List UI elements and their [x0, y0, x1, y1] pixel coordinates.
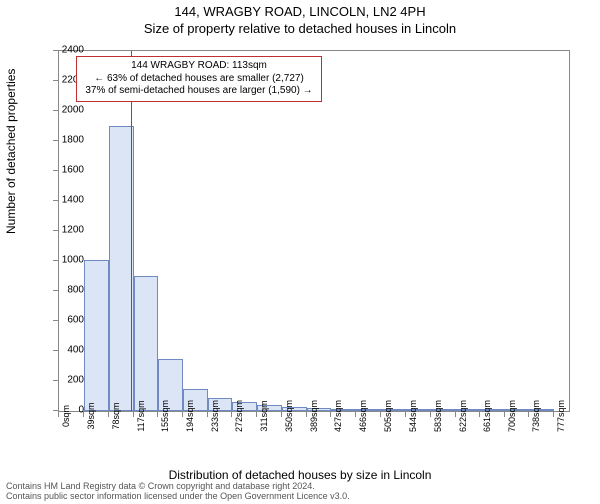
x-tick-label: 350sqm: [284, 400, 294, 432]
x-tick-mark: [133, 412, 134, 417]
annotation-line2: ← 63% of detached houses are smaller (2,…: [83, 73, 315, 86]
y-tick-label: 1400: [58, 195, 84, 206]
y-axis-label: Number of detached properties: [4, 69, 18, 234]
y-tick-label: 1200: [58, 225, 84, 236]
x-tick-label: 78sqm: [111, 402, 121, 429]
x-tick-label: 233sqm: [210, 400, 220, 432]
annotation-box: 144 WRAGBY ROAD: 113sqm ← 63% of detache…: [76, 56, 322, 102]
histogram-bar: [84, 260, 109, 412]
y-tick-label: 1800: [58, 135, 84, 146]
y-tick-mark: [53, 410, 58, 411]
x-tick-mark: [330, 412, 331, 417]
x-tick-mark: [157, 412, 158, 417]
y-tick-label: 400: [58, 345, 84, 356]
x-tick-label: 311sqm: [259, 400, 269, 431]
y-tick-label: 1000: [58, 255, 84, 266]
histogram-plot-area: [58, 50, 570, 412]
x-tick-label: 777sqm: [556, 400, 566, 432]
y-tick-label: 600: [58, 315, 84, 326]
x-tick-mark: [58, 412, 59, 417]
y-tick-label: 2400: [58, 45, 84, 56]
x-tick-mark: [528, 412, 529, 417]
y-tick-mark: [53, 50, 58, 51]
x-tick-mark: [207, 412, 208, 417]
y-tick-mark: [53, 110, 58, 111]
y-tick-mark: [53, 170, 58, 171]
x-tick-mark: [380, 412, 381, 417]
x-tick-mark: [231, 412, 232, 417]
y-tick-mark: [53, 320, 58, 321]
x-axis-label: Distribution of detached houses by size …: [0, 468, 600, 482]
title-line2: Size of property relative to detached ho…: [0, 21, 600, 36]
x-tick-label: 389sqm: [309, 400, 319, 432]
histogram-bar: [109, 126, 134, 411]
y-tick-label: 800: [58, 285, 84, 296]
y-tick-mark: [53, 380, 58, 381]
x-tick-label: 117sqm: [136, 400, 146, 431]
x-tick-label: 427sqm: [333, 400, 343, 432]
y-tick-mark: [53, 80, 58, 81]
x-tick-label: 194sqm: [185, 400, 195, 432]
x-tick-mark: [504, 412, 505, 417]
x-tick-label: 272sqm: [234, 400, 244, 432]
y-tick-mark: [53, 140, 58, 141]
y-tick-label: 2000: [58, 105, 84, 116]
x-tick-mark: [306, 412, 307, 417]
title-line1: 144, WRAGBY ROAD, LINCOLN, LN2 4PH: [0, 4, 600, 19]
y-tick-label: 200: [58, 375, 84, 386]
x-tick-mark: [281, 412, 282, 417]
y-tick-mark: [53, 350, 58, 351]
x-tick-label: 583sqm: [433, 400, 443, 432]
x-tick-mark: [355, 412, 356, 417]
x-tick-label: 39sqm: [86, 402, 96, 429]
footer-attribution: Contains HM Land Registry data © Crown c…: [6, 482, 350, 502]
x-tick-mark: [430, 412, 431, 417]
x-tick-label: 738sqm: [531, 400, 541, 432]
x-tick-label: 466sqm: [358, 400, 368, 432]
x-tick-mark: [108, 412, 109, 417]
x-tick-label: 155sqm: [160, 400, 170, 432]
annotation-line1: 144 WRAGBY ROAD: 113sqm: [83, 60, 315, 73]
x-tick-mark: [405, 412, 406, 417]
x-tick-mark: [182, 412, 183, 417]
x-tick-label: 0sqm: [61, 405, 71, 427]
x-tick-label: 661sqm: [482, 400, 492, 432]
x-tick-mark: [479, 412, 480, 417]
x-tick-mark: [256, 412, 257, 417]
x-tick-mark: [553, 412, 554, 417]
y-tick-label: 1600: [58, 165, 84, 176]
x-tick-label: 700sqm: [507, 400, 517, 432]
footer-line2: Contains public sector information licen…: [6, 492, 350, 502]
x-tick-mark: [83, 412, 84, 417]
y-tick-mark: [53, 200, 58, 201]
x-tick-label: 544sqm: [408, 400, 418, 432]
y-tick-mark: [53, 290, 58, 291]
x-tick-label: 505sqm: [383, 400, 393, 432]
histogram-bar: [134, 276, 158, 411]
y-tick-mark: [53, 230, 58, 231]
x-tick-mark: [455, 412, 456, 417]
reference-line: [131, 51, 132, 411]
x-tick-label: 622sqm: [458, 400, 468, 432]
y-tick-mark: [53, 260, 58, 261]
annotation-line3: 37% of semi-detached houses are larger (…: [83, 85, 315, 98]
